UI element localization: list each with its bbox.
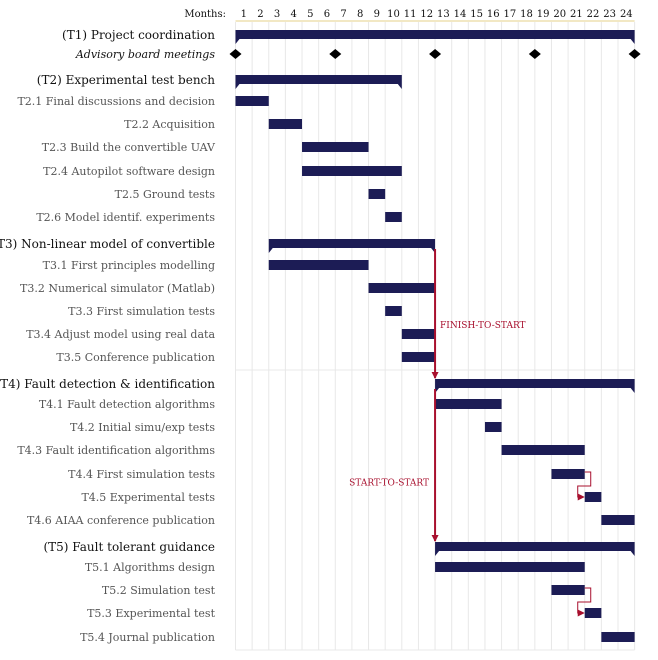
month-tick-label: 19 [537,9,550,20]
month-tick-label: 7 [340,9,346,20]
task-label: T4.4 First simulation tests [68,468,215,481]
group-bar [235,75,402,89]
milestone-diamond [329,49,342,59]
milestone-diamond [429,49,442,59]
month-tick-label: 18 [520,9,533,20]
month-tick-label: 14 [454,9,467,20]
task-bar [385,212,402,222]
month-tick-label: 8 [357,9,363,20]
task-bar [235,96,269,106]
month-tick-label: 20 [553,9,566,20]
task-label: T3.5 Conference publication [56,351,215,364]
task-label: T4.2 Initial simu/exp tests [70,421,215,434]
task-label: T2.2 Acquisition [124,118,215,131]
task-bar [368,189,386,199]
group-bar [435,542,635,556]
task-bar [584,608,602,618]
task-label: T5.4 Journal publication [80,631,215,644]
task-label: T5.2 Simulation test [102,584,216,597]
group-label: (T4) Fault detection & identification [0,377,215,391]
month-tick-label: 11 [404,9,417,20]
month-tick-label: 3 [274,9,280,20]
task-bar [501,445,585,455]
task-bar [268,119,303,129]
task-label: T5.1 Algorithms design [85,561,215,574]
task-bar [302,142,369,152]
task-bar [368,283,436,293]
task-bar [435,399,502,409]
task-label: T2.4 Autopilot software design [43,165,215,178]
month-tick-label: 24 [620,9,633,20]
group-bar [268,239,436,253]
task-label: T2.3 Build the convertible UAV [42,141,216,154]
task-label: T3.3 First simulation tests [68,305,215,318]
month-tick-label: 23 [603,9,616,20]
task-bar [601,515,635,525]
month-tick-label: 13 [437,9,450,20]
task-label: T3.2 Numerical simulator (Matlab) [20,282,215,295]
month-tick-label: 5 [307,9,313,20]
task-label: T4.5 Experimental tests [81,491,215,504]
task-bar [268,260,369,270]
group-bar [435,379,635,393]
task-label: T2.1 Final discussions and decision [17,95,215,108]
month-tick-label: 10 [387,9,400,20]
finish-to-start-connector [577,587,592,617]
month-tick-label: 16 [487,9,500,20]
task-bar [584,492,602,502]
task-bar [385,306,402,316]
group-label: (T3) Non-linear model of convertible [0,237,215,251]
month-tick-label: 21 [570,9,583,20]
month-tick-label: 12 [420,9,433,20]
task-bar [601,632,635,642]
start-to-start-label: START-TO-START [349,479,429,489]
finish-to-start-connector [577,471,592,501]
finish-to-start-label: FINISH-TO-START [440,321,526,331]
group-label: (T2) Experimental test bench [37,73,215,87]
task-label: T2.5 Ground tests [115,188,216,201]
milestone-label: Advisory board meetings [75,48,215,61]
month-tick-label: 1 [241,9,247,20]
task-bar [401,329,436,339]
task-bar [551,469,585,479]
task-label: T3.1 First principles modelling [43,259,215,272]
milestone-diamond [528,49,541,59]
group-bar [235,30,635,44]
task-bar [401,352,436,362]
task-bar [302,166,402,176]
milestone-diamond [229,49,242,59]
month-tick-label: 15 [470,9,483,20]
task-bar [435,562,585,572]
task-label: T4.3 Fault identification algorithms [17,444,215,457]
month-tick-label: 6 [324,9,330,20]
task-label: T4.6 AIAA conference publication [27,514,215,527]
task-bar [551,585,585,595]
month-tick-label: 4 [291,9,297,20]
task-label: T4.1 Fault detection algorithms [39,398,216,411]
milestone-diamond [628,49,641,59]
task-bar [484,422,502,432]
task-label: T2.6 Model identif. experiments [36,211,215,224]
month-tick-label: 22 [587,9,600,20]
month-tick-label: 9 [374,9,380,20]
month-tick-label: 17 [504,9,517,20]
group-label: (T5) Fault tolerant guidance [43,540,215,554]
group-label: (T1) Project coordination [62,28,215,42]
axis-title: Months: [184,9,226,20]
task-label: T5.3 Experimental test [87,607,215,620]
month-tick-label: 2 [257,9,263,20]
task-label: T3.4 Adjust model using real data [26,328,215,341]
